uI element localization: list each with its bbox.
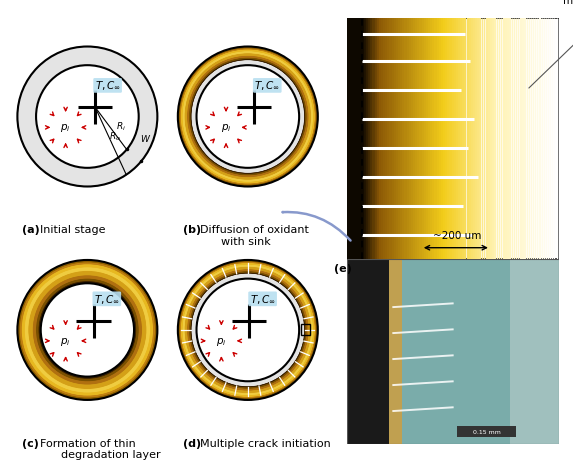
Text: Undegraded
material: Undegraded material xyxy=(563,0,573,6)
Text: Initial stage: Initial stage xyxy=(40,225,105,235)
Text: (c): (c) xyxy=(22,438,39,448)
Circle shape xyxy=(178,47,318,187)
Text: $p_i$: $p_i$ xyxy=(60,122,71,134)
Text: $T, C_\infty$: $T, C_\infty$ xyxy=(94,293,120,305)
Circle shape xyxy=(36,66,139,169)
Text: Formation of thin
      degradation layer: Formation of thin degradation layer xyxy=(40,438,160,459)
Bar xyxy=(347,259,393,444)
Text: $p_i$: $p_i$ xyxy=(60,335,71,347)
Bar xyxy=(389,259,402,444)
Text: $T, C_\infty$: $T, C_\infty$ xyxy=(95,80,121,92)
Text: (b): (b) xyxy=(182,225,201,235)
Text: 0.15 mm: 0.15 mm xyxy=(473,429,501,434)
Text: $W$: $W$ xyxy=(140,133,151,144)
Text: (d): (d) xyxy=(182,438,201,448)
Text: (a): (a) xyxy=(22,225,40,235)
Circle shape xyxy=(17,260,158,400)
Text: Diffusion of oxidant
      with sink: Diffusion of oxidant with sink xyxy=(201,225,309,246)
Bar xyxy=(393,259,510,444)
Text: $p_i$: $p_i$ xyxy=(216,335,227,347)
Circle shape xyxy=(17,47,158,187)
Text: $R_o$: $R_o$ xyxy=(109,130,121,143)
Circle shape xyxy=(178,260,318,400)
Text: $T, C_\infty$: $T, C_\infty$ xyxy=(249,293,276,305)
Text: $R_i$: $R_i$ xyxy=(116,121,125,133)
Text: $T, C_\infty$: $T, C_\infty$ xyxy=(254,80,280,92)
Text: $p_i$: $p_i$ xyxy=(221,122,231,134)
Text: (e): (e) xyxy=(334,263,352,273)
Text: Multiple crack initiation: Multiple crack initiation xyxy=(201,438,331,448)
Bar xyxy=(301,324,310,335)
Text: ~200 um: ~200 um xyxy=(433,231,481,241)
Bar xyxy=(457,426,516,437)
Bar xyxy=(510,259,559,444)
Circle shape xyxy=(197,279,299,382)
Circle shape xyxy=(197,66,299,169)
Circle shape xyxy=(41,284,134,377)
